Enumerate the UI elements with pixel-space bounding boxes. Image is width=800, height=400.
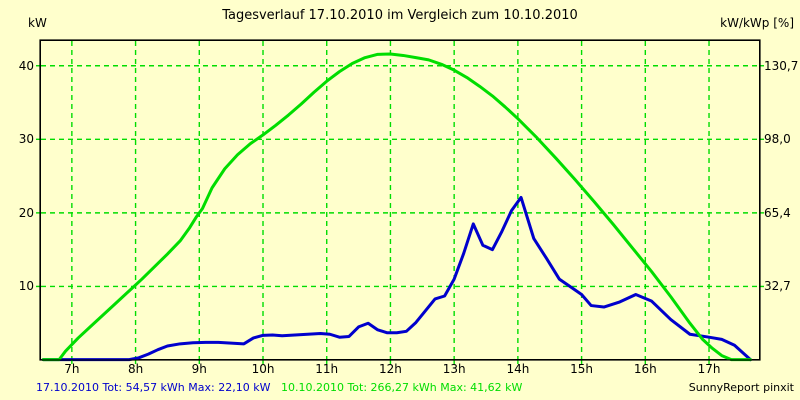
chart-title: Tagesverlauf 17.10.2010 im Vergleich zum…: [222, 8, 578, 23]
legend-entry-blue: 17.10.2010 Tot: 54,57 kWh Max: 22,10 kW: [36, 381, 271, 394]
y-axis-left-tick-label: 10: [18, 279, 34, 294]
plot-area: [40, 40, 760, 360]
x-axis-tick-label: 16h: [633, 362, 657, 376]
x-axis-tick-label: 11h: [315, 362, 339, 376]
x-axis-tick-label: 9h: [191, 362, 207, 376]
legend-entry-green: 10.10.2010 Tot: 266,27 kWh Max: 41,62 kW: [280, 381, 523, 394]
y-axis-right-tick-label: 130,7: [764, 58, 799, 73]
y-axis-left-tick-label: 20: [18, 205, 34, 220]
y-axis-right-tick-label: 65,4: [764, 205, 791, 220]
x-axis-tick-label: 7h: [64, 362, 80, 376]
legend: 17.10.2010 Tot: 54,57 kWh Max: 22,10 kW …: [36, 381, 522, 394]
x-axis-tick-label: 12h: [379, 362, 402, 376]
y-axis-right-tick-label: 98,0: [764, 132, 791, 147]
y-axis-left-unit-label: kW: [28, 16, 47, 30]
x-axis-tick-label: 15h: [570, 362, 594, 376]
x-axis-tick-label: 14h: [506, 362, 530, 376]
y-axis-left-tick-label: 30: [18, 132, 34, 147]
x-axis-tick-label: 13h: [442, 362, 466, 376]
x-axis-tick-label: 17h: [697, 362, 721, 376]
y-axis-right-tick-label: 32,7: [764, 279, 791, 294]
y-axis-right-unit-label: kW/kWp [%]: [720, 16, 794, 30]
x-axis-tick-label: 10h: [251, 362, 275, 376]
y-axis-left-tick-label: 40: [18, 58, 34, 73]
x-axis-tick-label: 8h: [127, 362, 144, 376]
report-credit: SunnyReport pinxit: [688, 381, 794, 394]
